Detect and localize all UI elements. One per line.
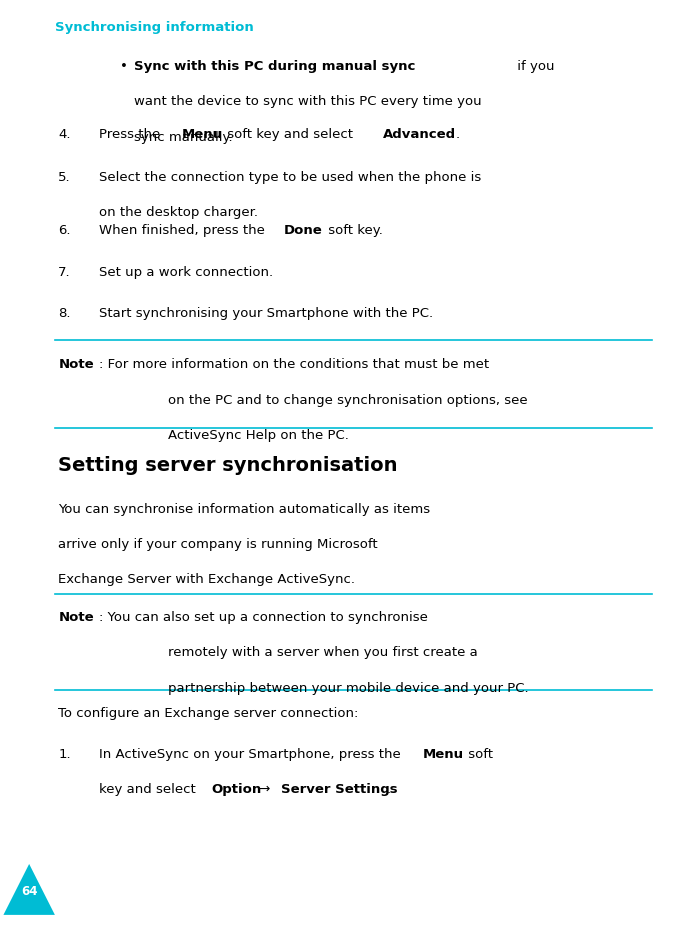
Text: soft key and select: soft key and select (223, 128, 357, 141)
Text: on the desktop charger.: on the desktop charger. (99, 206, 259, 219)
Text: soft key.: soft key. (324, 224, 383, 237)
Text: .: . (456, 128, 460, 141)
Polygon shape (3, 864, 55, 915)
Text: ActiveSync Help on the PC.: ActiveSync Help on the PC. (168, 429, 349, 442)
Text: 7.: 7. (58, 266, 71, 279)
Text: 4.: 4. (58, 128, 71, 141)
Text: Note: Note (58, 358, 94, 371)
Text: 1.: 1. (58, 748, 71, 761)
Text: Sync with this PC during manual sync: Sync with this PC during manual sync (134, 60, 415, 73)
Text: partnership between your mobile device and your PC.: partnership between your mobile device a… (168, 682, 529, 694)
Text: 64: 64 (21, 885, 38, 898)
Text: want the device to sync with this PC every time you: want the device to sync with this PC eve… (134, 95, 482, 108)
Text: sync manually.: sync manually. (134, 131, 233, 144)
Text: : You can also set up a connection to synchronise: : You can also set up a connection to sy… (99, 611, 428, 624)
Text: : For more information on the conditions that must be met: : For more information on the conditions… (99, 358, 490, 371)
Text: .: . (387, 783, 391, 796)
Text: if you: if you (513, 60, 554, 73)
Text: In ActiveSync on your Smartphone, press the: In ActiveSync on your Smartphone, press … (99, 748, 405, 761)
Text: Advanced: Advanced (383, 128, 456, 141)
Text: Start synchronising your Smartphone with the PC.: Start synchronising your Smartphone with… (99, 307, 434, 320)
Text: key and select: key and select (99, 783, 200, 796)
Text: When finished, press the: When finished, press the (99, 224, 270, 237)
Text: Menu: Menu (423, 748, 464, 761)
Text: remotely with a server when you first create a: remotely with a server when you first cr… (168, 646, 478, 659)
Text: Option: Option (211, 783, 261, 796)
Text: Exchange Server with Exchange ActiveSync.: Exchange Server with Exchange ActiveSync… (58, 573, 355, 586)
Text: 8.: 8. (58, 307, 71, 320)
Text: Done: Done (283, 224, 322, 237)
Text: Note: Note (58, 611, 94, 624)
Text: Press the: Press the (99, 128, 165, 141)
Text: Select the connection type to be used when the phone is: Select the connection type to be used wh… (99, 171, 482, 184)
Text: on the PC and to change synchronisation options, see: on the PC and to change synchronisation … (168, 394, 528, 407)
Text: 5.: 5. (58, 171, 71, 184)
Text: Menu: Menu (182, 128, 223, 141)
Text: Setting server synchronisation: Setting server synchronisation (58, 456, 398, 475)
Text: Server Settings: Server Settings (281, 783, 398, 796)
Text: You can synchronise information automatically as items: You can synchronise information automati… (58, 503, 430, 516)
Text: 6.: 6. (58, 224, 71, 237)
Text: •: • (120, 60, 128, 73)
Text: Synchronising information: Synchronising information (55, 21, 254, 34)
Text: Set up a work connection.: Set up a work connection. (99, 266, 274, 279)
Text: arrive only if your company is running Microsoft: arrive only if your company is running M… (58, 538, 378, 551)
Text: To configure an Exchange server connection:: To configure an Exchange server connecti… (58, 707, 359, 720)
Text: soft: soft (464, 748, 493, 761)
Text: →: → (255, 783, 275, 796)
